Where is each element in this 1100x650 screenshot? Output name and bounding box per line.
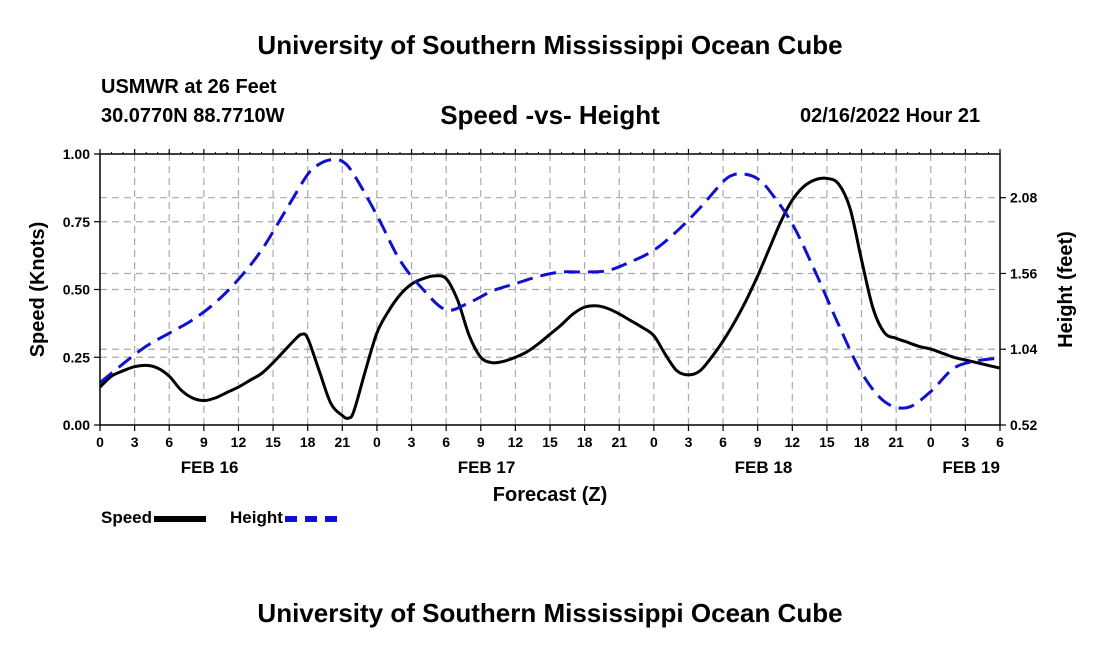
chart-title-bottom: University of Southern Mississippi Ocean… — [257, 598, 843, 628]
day-label: FEB 19 — [942, 458, 1000, 477]
x-tick-label: 15 — [542, 434, 558, 450]
legend-height: Height — [230, 508, 337, 528]
x-tick-label: 9 — [200, 434, 208, 450]
series-line-speed — [98, 176, 1001, 420]
y-right-tick-label: 1.04 — [1010, 341, 1037, 357]
station-label: USMWR at 26 Feet — [101, 76, 277, 98]
x-tick-label: 0 — [96, 434, 104, 450]
x-tick-label: 0 — [927, 434, 935, 450]
legend-speed-label: Speed — [101, 508, 153, 527]
y-left-tick-label: 0.50 — [63, 282, 90, 298]
x-tick-label: 18 — [854, 434, 870, 450]
y-right-tick-label: 1.56 — [1010, 265, 1037, 281]
x-tick-label: 3 — [685, 434, 693, 450]
x-tick-label: 9 — [754, 434, 762, 450]
x-tick-label: 0 — [373, 434, 381, 450]
x-tick-label: 12 — [508, 434, 524, 450]
x-tick-label: 6 — [442, 434, 450, 450]
x-tick-label: 9 — [477, 434, 485, 450]
chart-title-top: University of Southern Mississippi Ocean… — [257, 30, 843, 60]
y-axis-label-right: Height (feet) — [1055, 231, 1077, 348]
x-tick-label: 15 — [819, 434, 835, 450]
forecast-date: 02/16/2022 Hour 21 — [800, 105, 981, 127]
day-label: FEB 18 — [735, 458, 793, 477]
axis-ticks: 0 3 6 9 12 15 18 21 0 3 6 9 12 15 18 21 0 3 6 9 12 15 18 21 0 3 6F… — [63, 146, 1038, 477]
series-line-height — [99, 157, 1001, 410]
x-tick-label: 21 — [335, 434, 351, 450]
x-tick-label: 0 — [650, 434, 658, 450]
day-label: FEB 16 — [181, 458, 239, 477]
y-axis-label-left: Speed (Knots) — [27, 222, 49, 358]
y-left-tick-label: 1.00 — [63, 146, 90, 162]
legend-height-swatch — [284, 515, 337, 522]
x-tick-label: 3 — [408, 434, 416, 450]
y-left-tick-label: 0.25 — [63, 349, 90, 365]
x-tick-label: 18 — [577, 434, 593, 450]
legend-speed: Speed — [101, 508, 207, 528]
x-tick-label: 3 — [961, 434, 969, 450]
legend-height-label: Height — [230, 508, 283, 527]
x-tick-label: 12 — [785, 434, 801, 450]
x-tick-label: 6 — [996, 434, 1004, 450]
x-tick-label: 15 — [265, 434, 281, 450]
x-tick-label: 21 — [888, 434, 904, 450]
y-right-tick-label: 2.08 — [1010, 190, 1037, 206]
x-axis-label: Forecast (Z) — [493, 484, 607, 506]
y-right-tick-label: 0.52 — [1010, 417, 1037, 433]
x-tick-label: 18 — [300, 434, 316, 450]
grid-lines — [100, 154, 1000, 425]
y-left-tick-label: 0.75 — [63, 214, 90, 230]
x-tick-label: 21 — [611, 434, 627, 450]
legend-speed-swatch — [154, 515, 207, 522]
y-left-tick-label: 0.00 — [63, 417, 90, 433]
x-tick-label: 6 — [719, 434, 727, 450]
chart-subtitle: Speed -vs- Height — [440, 100, 660, 130]
coordinates-label: 30.0770N 88.7710W — [101, 105, 285, 127]
x-tick-label: 12 — [231, 434, 247, 450]
series-layer — [98, 157, 1001, 420]
x-tick-label: 3 — [131, 434, 139, 450]
day-label: FEB 17 — [458, 458, 516, 477]
x-tick-label: 6 — [165, 434, 173, 450]
